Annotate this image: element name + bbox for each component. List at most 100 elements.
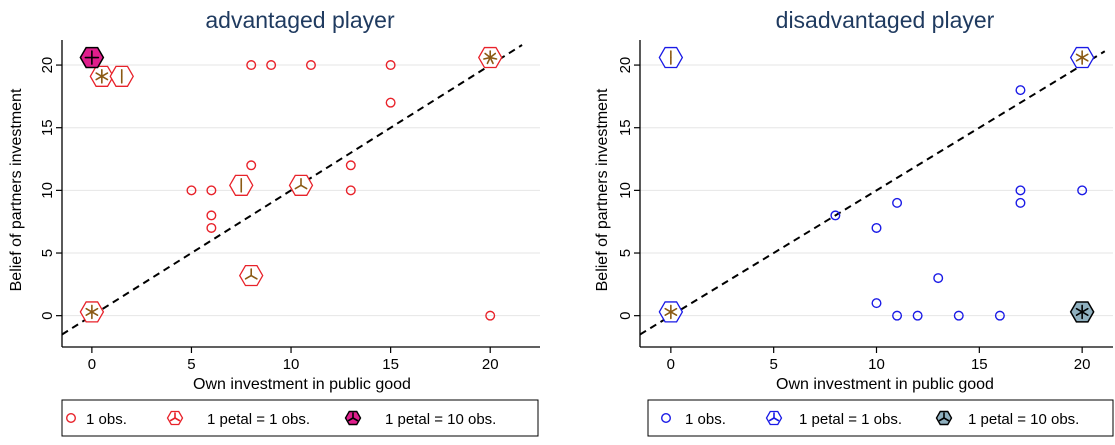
legend-petal (347, 417, 354, 422)
y-axis-ticks: 0 5 10 15 20 (617, 57, 640, 320)
sunflower-light (1069, 46, 1095, 69)
sunflower-petal (670, 311, 678, 316)
y-tick-label: 20 (617, 57, 634, 74)
legend: 1 obs. 1 petal = 1 obs. 1 petal = 10 obs… (647, 399, 1114, 437)
sunflower-petal (91, 311, 99, 316)
x-tick-label: 20 (1074, 356, 1091, 373)
data-point (953, 310, 964, 321)
y-tick-label: 5 (617, 249, 634, 257)
legend-symbol-light-sunflower (166, 410, 184, 426)
legend-box (647, 399, 1114, 437)
sunflower-dark (1069, 301, 1095, 323)
sunflower-petal (664, 311, 672, 316)
legend-label-1-petal-1-obs: 1 petal = 1 obs. (799, 411, 902, 428)
legend-petal (169, 417, 176, 422)
panel-advantaged-player: advantaged player 0 5 10 15 20 0 5 10 15 20 Own … (8, 7, 540, 437)
data-point (206, 185, 217, 196)
sunflower-petal (1075, 56, 1083, 62)
sunflower-petal (300, 184, 308, 190)
x-tick-label: 0 (667, 356, 675, 373)
data-point (994, 310, 1005, 321)
sunflower-petal (250, 274, 258, 280)
x-axis-title: Own investment in public good (776, 376, 994, 393)
legend-symbol-dark-sunflower (935, 410, 953, 426)
x-tick-label: 15 (971, 356, 988, 373)
legend-petal (352, 417, 359, 422)
data-marks (658, 46, 1095, 323)
data-point (871, 298, 882, 309)
data-point (871, 222, 882, 233)
y-tick-label: 0 (617, 312, 634, 320)
legend-symbol-point (65, 413, 76, 424)
sunflower-petal (486, 56, 492, 65)
data-point (246, 160, 257, 171)
sunflower-petal (1075, 307, 1083, 313)
sunflower-petal (664, 307, 672, 313)
legend-symbol-point (661, 413, 672, 424)
x-tick-label: 5 (770, 356, 778, 373)
data-point (206, 210, 217, 221)
sunflower-petal (101, 75, 109, 81)
y-axis-title: Belief of partners investment (8, 88, 25, 291)
data-point (206, 222, 217, 233)
x-axis-ticks: 0 5 10 15 20 (88, 347, 499, 373)
sunflower-petal (670, 307, 678, 313)
sunflower-light (228, 174, 254, 196)
chart-title: disadvantaged player (776, 7, 995, 33)
legend-label-1-obs: 1 obs. (685, 411, 726, 428)
sunflower-petal (85, 307, 93, 313)
y-tick-label: 0 (39, 312, 56, 320)
sunflower-light (79, 301, 105, 323)
sunflower-light (477, 46, 503, 69)
y-tick-label: 10 (617, 182, 634, 199)
legend-box (61, 399, 539, 437)
y-axis-ticks: 0 5 10 15 20 (39, 57, 62, 320)
sunflower-dark (79, 46, 105, 69)
legend-petal (773, 417, 780, 422)
data-point (933, 273, 944, 284)
sunflower-petal (95, 72, 103, 78)
sunflower-petal (294, 184, 302, 190)
sunflower-light (89, 65, 115, 87)
data-marks (79, 46, 503, 323)
legend-label-1-petal-1-obs: 1 petal = 1 obs. (207, 411, 310, 428)
sunflower-petal (483, 56, 492, 60)
sunflower-petal (489, 56, 498, 60)
sunflower-petal (1075, 311, 1083, 316)
x-axis-ticks: 0 5 10 15 20 (667, 347, 1091, 373)
y-tick-label: 15 (617, 119, 634, 136)
sunflower-light (238, 264, 264, 287)
x-tick-label: 10 (283, 356, 300, 373)
legend-petal (174, 417, 181, 422)
data-point (830, 210, 841, 221)
panel-disadvantaged-player: disadvantaged player 0 5 10 15 20 0 5 10 15 20 O… (594, 7, 1114, 437)
sunflower-petal (91, 307, 99, 313)
sunflower-petal (1081, 56, 1089, 62)
data-point (266, 60, 277, 71)
sunflower-petal (489, 56, 494, 65)
sunflower-petal (489, 52, 497, 59)
sunflower-light (109, 65, 135, 87)
sunflower-petal (101, 72, 109, 78)
data-point (892, 310, 903, 321)
sunflower-petal (1081, 311, 1089, 316)
data-point (912, 310, 923, 321)
chart-title: advantaged player (205, 7, 395, 33)
diagonal-line (639, 50, 1106, 336)
x-tick-label: 0 (88, 356, 96, 373)
x-tick-label: 20 (482, 356, 499, 373)
x-tick-label: 10 (868, 356, 885, 373)
legend-symbol-dark-sunflower (344, 410, 362, 426)
data-point (1077, 185, 1088, 196)
legend-symbol-light-sunflower (765, 410, 783, 426)
x-axis-title: Own investment in public good (193, 376, 411, 393)
data-point (305, 60, 316, 71)
sunflower-petal (85, 311, 93, 316)
y-tick-label: 15 (39, 119, 56, 136)
legend-label-1-obs: 1 obs. (86, 411, 127, 428)
sunflower-petal (1081, 53, 1089, 59)
legend: 1 obs. 1 petal = 1 obs. 1 petal = 10 obs… (61, 399, 539, 437)
y-tick-label: 10 (39, 182, 56, 199)
data-point (385, 60, 396, 71)
